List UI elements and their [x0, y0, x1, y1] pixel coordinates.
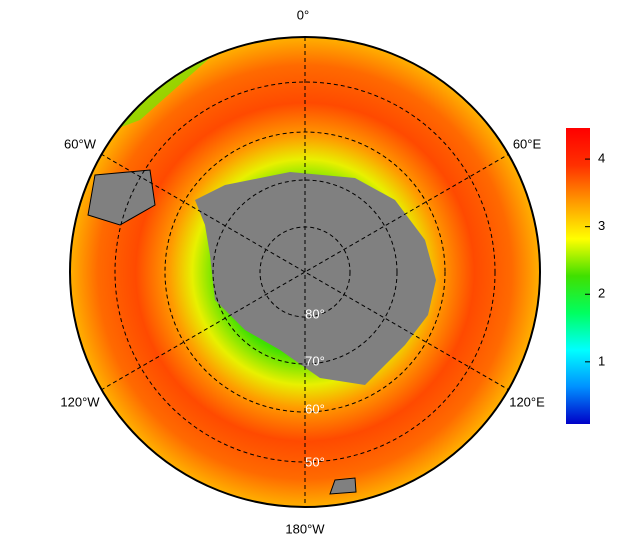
latitude-label: 80°	[305, 306, 325, 321]
colorbar	[566, 128, 590, 424]
longitude-label: 120°E	[509, 394, 545, 409]
longitude-label: 60°E	[513, 136, 542, 151]
map-labels: 0° 60°E 120°E 180°W 120°W 60°W 80° 70° 6…	[60, 7, 545, 536]
latitude-label: 60°	[305, 401, 325, 416]
colorbar-tick-label: 1	[598, 353, 605, 368]
land-south-america	[87, 169, 156, 226]
colorbar-tick-label: 3	[598, 218, 605, 233]
colorbar-tick-label: 2	[598, 286, 605, 301]
latitude-label: 70°	[305, 353, 325, 368]
map-border	[69, 36, 541, 508]
longitude-label: 0°	[297, 7, 309, 22]
longitude-label: 120°W	[60, 394, 100, 409]
map-field	[70, 37, 540, 507]
land-new-zealand	[329, 477, 357, 495]
colorbar-tick-label: 4	[598, 151, 605, 166]
latitude-label: 50°	[305, 454, 325, 469]
longitude-label: 180°W	[285, 521, 325, 536]
graticule	[100, 37, 510, 507]
longitude-label: 60°W	[64, 136, 97, 151]
